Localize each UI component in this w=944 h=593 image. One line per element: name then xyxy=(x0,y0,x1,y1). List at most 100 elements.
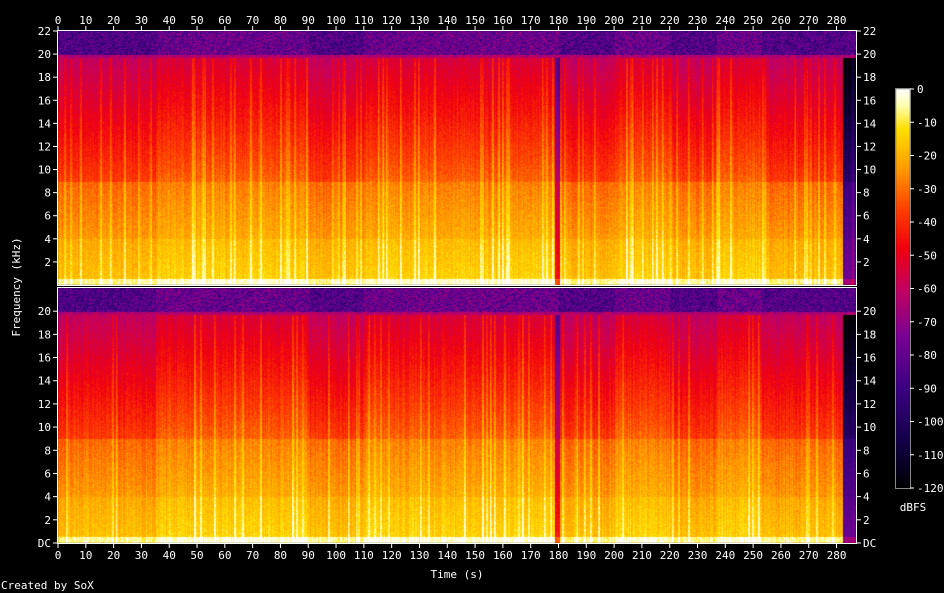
x-tick-label-top: 60 xyxy=(218,14,231,27)
y-tick-label-left-bottom: 6 xyxy=(44,467,51,480)
x-tick-label-bottom: 200 xyxy=(604,549,624,562)
x-tick-label-bottom: 90 xyxy=(302,549,315,562)
x-tick-label-top: 160 xyxy=(493,14,513,27)
y-tick-label-left-top: 6 xyxy=(44,210,51,223)
x-tick-label-top: 260 xyxy=(771,14,791,27)
y-tick-label-right-bottom: 20 xyxy=(863,305,876,318)
axes-group: 0010102020303040405050606070708080909010… xyxy=(38,14,944,562)
y-tick-label-right-bottom: 16 xyxy=(863,352,876,365)
x-tick-label-top: 170 xyxy=(521,14,541,27)
x-tick-label-top: 230 xyxy=(688,14,708,27)
x-tick-label-bottom: 180 xyxy=(549,549,569,562)
y-tick-label-right-top: 18 xyxy=(863,71,876,84)
y-tick-label-left-top: 10 xyxy=(38,164,51,177)
x-tick-label-top: 100 xyxy=(326,14,346,27)
x-tick-label-top: 270 xyxy=(799,14,819,27)
y-tick-label-left-top: 14 xyxy=(38,117,52,130)
y-tick-label-right-top: 12 xyxy=(863,140,876,153)
y-tick-label-right-bottom: 12 xyxy=(863,398,876,411)
x-tick-label-top: 70 xyxy=(246,14,259,27)
x-tick-label-bottom: 260 xyxy=(771,549,791,562)
y-tick-label-left-bottom: 8 xyxy=(44,444,51,457)
bottom-channel-frame xyxy=(57,287,857,544)
x-tick-label-bottom: 60 xyxy=(218,549,231,562)
x-tick-label-top: 130 xyxy=(410,14,430,27)
x-axis-label: Time (s) xyxy=(431,568,484,581)
y-tick-label-right-top: 16 xyxy=(863,94,876,107)
colorbar-tick-label: -40 xyxy=(917,216,937,229)
colorbar-tick-label: -60 xyxy=(917,283,937,296)
x-tick-label-top: 40 xyxy=(163,14,176,27)
x-tick-label-top: 50 xyxy=(190,14,203,27)
y-tick-label-right-bottom: 2 xyxy=(863,514,870,527)
y-tick-label-left-top: 2 xyxy=(44,256,51,269)
x-tick-label-bottom: 10 xyxy=(79,549,92,562)
x-tick-label-bottom: 270 xyxy=(799,549,819,562)
x-tick-label-top: 80 xyxy=(274,14,287,27)
x-tick-label-bottom: 170 xyxy=(521,549,541,562)
x-tick-label-bottom: 140 xyxy=(437,549,457,562)
x-tick-label-bottom: 80 xyxy=(274,549,287,562)
colorbar-tick-label: -20 xyxy=(917,150,937,163)
x-tick-label-top: 10 xyxy=(79,14,92,27)
y-axis-label: Frequency (kHz) xyxy=(10,237,23,336)
colorbar-label: dBFS xyxy=(900,501,927,514)
x-tick-label-bottom: 40 xyxy=(163,549,176,562)
y-tick-label-left-top: 22 xyxy=(38,25,51,38)
y-tick-label-left-bottom: 12 xyxy=(38,398,51,411)
y-tick-label-right-bottom: 8 xyxy=(863,444,870,457)
y-tick-label-right-top: 22 xyxy=(863,25,876,38)
y-tick-label-right-top: 20 xyxy=(863,48,876,61)
y-tick-label-right-top: 10 xyxy=(863,164,876,177)
y-tick-label-left-top: 12 xyxy=(38,140,51,153)
x-tick-label-bottom: 50 xyxy=(190,549,203,562)
x-tick-label-bottom: 250 xyxy=(743,549,763,562)
x-tick-label-bottom: 30 xyxy=(135,549,148,562)
y-tick-label-right-top: 2 xyxy=(863,256,870,269)
x-tick-label-bottom: 230 xyxy=(688,549,708,562)
y-tick-label-left-top: 20 xyxy=(38,48,51,61)
y-tick-label-right-bottom: 18 xyxy=(863,328,876,341)
colorbar-tick-label: -10 xyxy=(917,116,937,129)
x-tick-label-bottom: 120 xyxy=(382,549,402,562)
x-tick-label-top: 210 xyxy=(632,14,652,27)
colorbar-tick-label: -100 xyxy=(917,416,944,429)
y-tick-label-left-bottom: 4 xyxy=(44,491,51,504)
x-tick-label-top: 180 xyxy=(549,14,569,27)
y-tick-label-right-top: 14 xyxy=(863,117,877,130)
x-tick-label-top: 190 xyxy=(576,14,596,27)
top-channel-frame xyxy=(57,30,857,286)
x-tick-label-bottom: 280 xyxy=(827,549,847,562)
y-tick-label-left-bottom: 20 xyxy=(38,305,51,318)
x-tick-label-top: 200 xyxy=(604,14,624,27)
y-tick-label-right-bottom: 14 xyxy=(863,375,877,388)
y-tick-label-left-top: 8 xyxy=(44,187,51,200)
y-tick-label-left-bottom: 2 xyxy=(44,514,51,527)
x-tick-label-bottom: 160 xyxy=(493,549,513,562)
colorbar-tick-label: -90 xyxy=(917,382,937,395)
y-tick-label-left-top: 18 xyxy=(38,71,51,84)
x-tick-label-top: 150 xyxy=(465,14,485,27)
y-tick-label-right-bottom: 4 xyxy=(863,491,870,504)
x-tick-label-bottom: 130 xyxy=(410,549,430,562)
colorbar-tick-label: -30 xyxy=(917,183,937,196)
x-tick-label-bottom: 210 xyxy=(632,549,652,562)
x-tick-label-top: 240 xyxy=(715,14,735,27)
y-tick-label-right-top: 8 xyxy=(863,187,870,200)
y-tick-label-right-top: 4 xyxy=(863,233,870,246)
y-tick-label-right-bottom: 6 xyxy=(863,467,870,480)
colorbar-tick-label: 0 xyxy=(917,83,924,96)
x-tick-label-top: 0 xyxy=(55,14,62,27)
colorbar-frame xyxy=(895,88,911,489)
y-tick-label-left-bottom: 14 xyxy=(38,375,52,388)
x-tick-label-top: 110 xyxy=(354,14,374,27)
y-tick-label-right-bottom: 10 xyxy=(863,421,876,434)
x-tick-label-bottom: 110 xyxy=(354,549,374,562)
x-tick-label-top: 20 xyxy=(107,14,120,27)
x-tick-label-bottom: 20 xyxy=(107,549,120,562)
x-tick-label-top: 250 xyxy=(743,14,763,27)
y-tick-label-left-bottom: DC xyxy=(38,537,51,550)
y-tick-label-left-bottom: 18 xyxy=(38,328,51,341)
